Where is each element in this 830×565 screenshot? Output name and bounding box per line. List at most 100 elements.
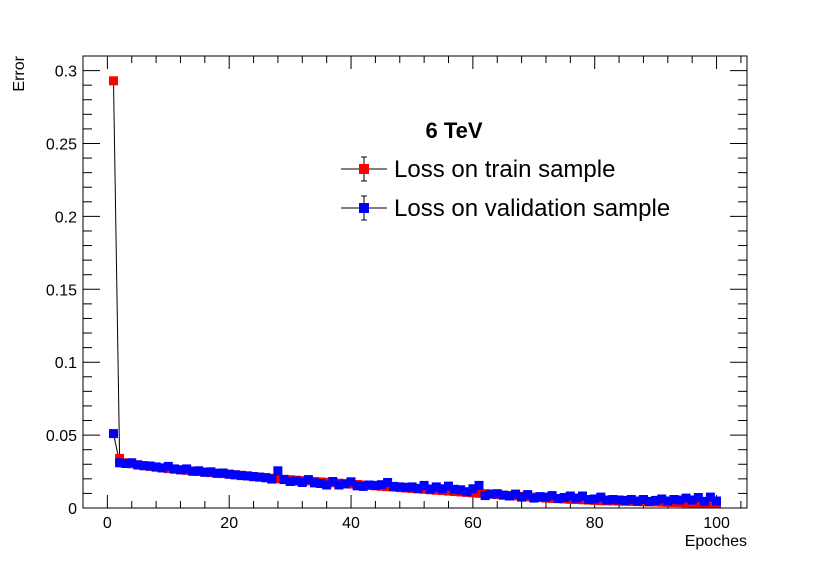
x-tick-label: 40 xyxy=(342,515,360,532)
train-point xyxy=(109,76,118,86)
legend-entry-train: Loss on train sample xyxy=(341,156,615,183)
legend-marker-train xyxy=(359,164,369,174)
x-tick-label: 100 xyxy=(703,515,730,532)
legend-label-train: Loss on train sample xyxy=(394,156,615,183)
validation-point xyxy=(352,481,362,491)
x-tick-label: 20 xyxy=(220,515,238,532)
validation-point xyxy=(547,491,557,501)
validation-point xyxy=(602,495,612,505)
validation-point xyxy=(316,479,326,488)
train-point xyxy=(273,474,283,484)
validation-point xyxy=(212,468,222,478)
validation-point xyxy=(194,466,204,476)
train-point xyxy=(444,486,453,496)
y-tick-label: 0.2 xyxy=(55,209,77,226)
y-tick-label: 0.15 xyxy=(46,282,77,299)
validation-point xyxy=(243,471,252,481)
validation-point xyxy=(651,495,661,505)
validation-point xyxy=(267,474,277,484)
legend: 6 TeV Loss on train sample Loss on valid… xyxy=(341,118,670,222)
validation-point xyxy=(249,472,259,482)
validation-point xyxy=(157,463,167,473)
validation-point xyxy=(328,477,338,486)
validation-point xyxy=(559,493,569,502)
validation-point xyxy=(127,458,137,468)
validation-point xyxy=(504,491,514,501)
validation-point xyxy=(590,494,600,504)
validation-point xyxy=(334,480,344,490)
validation-point xyxy=(340,479,350,489)
y-tick-label: 0 xyxy=(68,501,77,518)
validation-point xyxy=(279,475,289,485)
validation-point xyxy=(230,470,240,480)
validation-point xyxy=(419,480,429,490)
validation-point xyxy=(139,461,149,471)
validation-point xyxy=(571,493,581,503)
validation-point xyxy=(358,481,368,491)
validation-point xyxy=(285,477,295,486)
x-tick-label: 60 xyxy=(464,515,482,532)
validation-point xyxy=(480,491,490,501)
validation-point xyxy=(462,487,472,497)
validation-point xyxy=(383,478,393,487)
validation-point xyxy=(151,462,161,472)
validation-point xyxy=(517,492,527,502)
validation-point xyxy=(657,494,667,504)
validation-point xyxy=(218,468,228,478)
validation-point xyxy=(486,489,496,499)
validation-point xyxy=(492,489,502,499)
validation-point xyxy=(377,480,386,490)
validation-point xyxy=(529,493,539,503)
validation-point xyxy=(176,465,185,475)
validation-point xyxy=(645,496,654,506)
x-tick-label: 80 xyxy=(586,515,604,532)
tick-labels: 0 20 40 60 80 100 0 0.05 0.1 0.15 0.2 0.25 0.3 xyxy=(46,64,730,532)
legend-label-validation: Loss on validation sample xyxy=(394,195,670,222)
train-point xyxy=(474,488,484,498)
validation-point xyxy=(297,478,307,487)
validation-point xyxy=(133,460,143,470)
validation-point xyxy=(699,496,709,506)
validation-point xyxy=(456,485,466,495)
validation-point xyxy=(261,473,271,483)
validation-point xyxy=(693,493,703,502)
legend-entry-validation: Loss on validation sample xyxy=(341,195,670,222)
validation-point xyxy=(303,475,313,485)
y-tick-label: 0.3 xyxy=(55,64,77,81)
validation-point xyxy=(401,482,411,492)
validation-point xyxy=(705,492,715,502)
validation-point xyxy=(200,467,210,477)
plot-frame xyxy=(82,55,748,509)
validation-point xyxy=(115,458,125,468)
validation-point xyxy=(182,464,192,474)
validation-point xyxy=(163,461,173,471)
x-tick-label: 0 xyxy=(103,515,112,532)
validation-point xyxy=(620,495,630,505)
validation-point xyxy=(437,484,447,494)
validation-point xyxy=(474,480,484,490)
y-tick-label: 0.25 xyxy=(46,136,77,153)
validation-point xyxy=(370,480,380,490)
y-tick-label: 0.1 xyxy=(55,355,77,372)
train-point xyxy=(681,498,691,508)
validation-point xyxy=(553,494,563,503)
train-point xyxy=(705,498,715,508)
validation-point xyxy=(291,476,301,486)
validation-point xyxy=(444,481,453,491)
validation-point xyxy=(608,495,618,504)
validation-point xyxy=(236,471,246,481)
y-tick-label: 0.05 xyxy=(46,428,77,445)
validation-point xyxy=(535,492,545,502)
validation-point xyxy=(145,461,155,471)
validation-point xyxy=(632,496,642,506)
validation-point xyxy=(675,495,685,505)
validation-point xyxy=(663,496,673,506)
validation-point xyxy=(109,429,118,439)
validation-point xyxy=(364,480,374,490)
validation-point xyxy=(511,489,520,499)
legend-header: 6 TeV xyxy=(425,118,482,143)
validation-point xyxy=(681,493,691,503)
validation-point xyxy=(614,495,624,505)
validation-point xyxy=(638,495,648,504)
